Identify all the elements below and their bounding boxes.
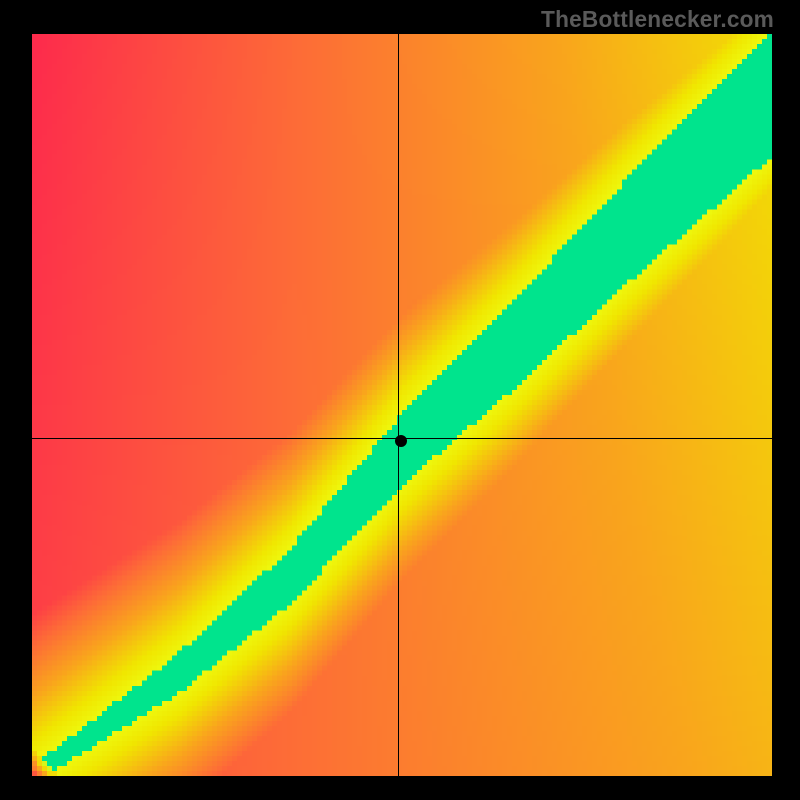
watermark-text: TheBottlenecker.com xyxy=(541,6,774,33)
heatmap-plot xyxy=(32,34,772,776)
crosshair-vertical xyxy=(398,34,399,776)
marker-point xyxy=(395,435,407,447)
heatmap-canvas xyxy=(32,34,772,776)
chart-container: TheBottlenecker.com xyxy=(0,0,800,800)
